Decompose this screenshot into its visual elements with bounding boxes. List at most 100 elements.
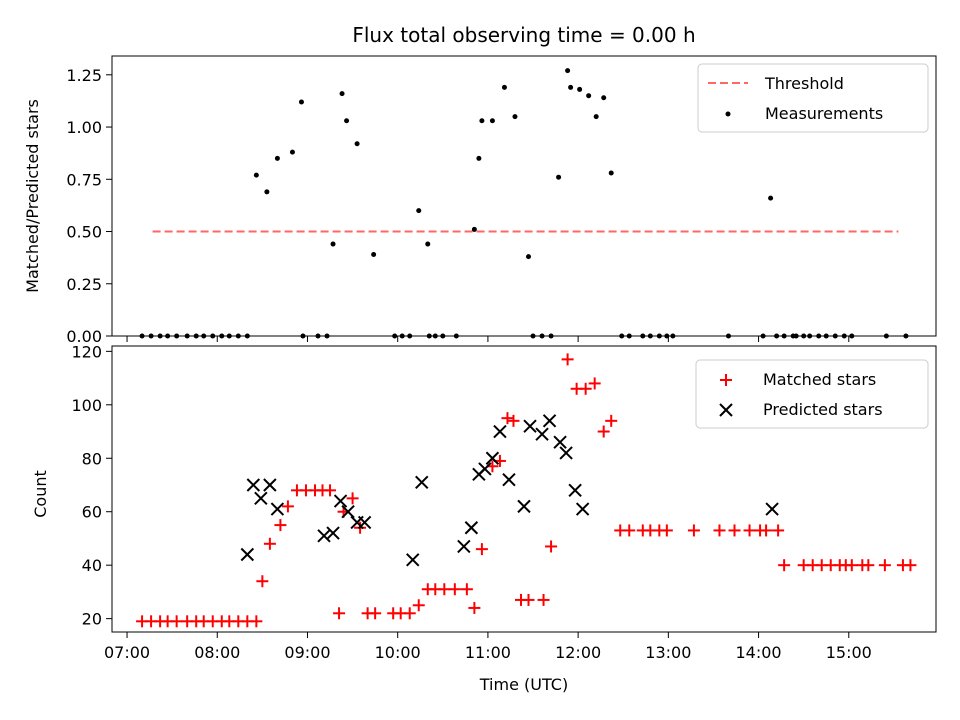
- predicted-star-point: [559, 446, 573, 460]
- legend-threshold-label: Threshold: [764, 74, 844, 93]
- legend-matched-label: Matched stars: [763, 370, 876, 389]
- measurement-point: [501, 84, 507, 90]
- top-y-tick-label: 0.00: [66, 327, 102, 346]
- predicted-star-point: [553, 435, 567, 449]
- measurement-point: [608, 170, 614, 176]
- bottom-x-tick-label: 12:00: [555, 643, 601, 662]
- predicted-star-point: [464, 521, 479, 535]
- bottom-legend: Matched stars Predicted stars: [695, 359, 929, 429]
- bottom-x-ticks: 07:00 08:00 09:00 10:00 11:00 12:00 13:00 14:00…: [104, 632, 872, 662]
- matched-star-point: [728, 524, 741, 537]
- matched-star-point: [760, 524, 773, 537]
- matched-star-point: [507, 414, 520, 427]
- top-legend-box: [697, 63, 929, 133]
- legend-predicted-marker: [719, 403, 733, 417]
- matched-star-point: [346, 492, 359, 505]
- matched-star-point: [333, 607, 346, 620]
- bottom-x-tick-label: 10:00: [375, 643, 421, 662]
- bottom-x-tick-label: 08:00: [194, 643, 240, 662]
- top-y-axis-label: Matched/Predicted stars: [23, 99, 42, 293]
- bottom-x-tick-label: 15:00: [826, 643, 872, 662]
- bottom-legend-box: [695, 359, 929, 429]
- matched-star-point: [772, 524, 785, 537]
- top-y-ticks: 0.00 0.25 0.50 0.75 1.00 1.25: [66, 66, 112, 346]
- measurement-point: [253, 172, 259, 178]
- matched-star-point: [501, 412, 514, 425]
- bottom-panel: 07:00 08:00 09:00 10:00 11:00 12:00 13:00 14:00…: [31, 342, 937, 694]
- matched-star-point: [778, 559, 791, 572]
- measurement-point: [471, 226, 477, 232]
- predicted-star-point: [457, 539, 471, 554]
- top-y-tick-label: 1.25: [66, 66, 102, 85]
- measurement-point: [274, 155, 280, 161]
- measurement-point: [425, 241, 431, 247]
- measurement-point: [512, 114, 518, 120]
- predicted-star-point: [406, 553, 420, 567]
- measurement-point: [586, 93, 592, 99]
- matched-star-point: [460, 583, 473, 596]
- matched-star-point: [660, 524, 673, 537]
- matched-star-point: [522, 593, 535, 606]
- top-y-tick-label: 0.75: [66, 170, 102, 189]
- predicted-star-point: [493, 424, 507, 439]
- predicted-star-point: [765, 502, 779, 516]
- top-panel: 0.00 0.25 0.50 0.75 1.00 1.25 Matched/Predict…: [23, 55, 937, 346]
- measurement-point: [476, 155, 482, 161]
- bottom-x-tick-label: 11:00: [465, 643, 511, 662]
- measurement-point: [416, 208, 422, 214]
- bottom-x-tick-label: 07:00: [104, 643, 150, 662]
- measurement-point: [568, 84, 574, 90]
- predicted-star-point: [575, 502, 590, 516]
- measurement-point: [577, 86, 583, 92]
- bottom-x-tick-label: 09:00: [284, 643, 330, 662]
- matched-star-point: [623, 524, 636, 537]
- top-marks: [139, 68, 909, 339]
- bottom-y-tick-label: 60: [82, 503, 102, 522]
- matched-star-point: [448, 583, 461, 596]
- matched-star-point: [588, 377, 601, 390]
- predicted-star-point: [485, 451, 500, 465]
- measurement-point: [298, 99, 304, 105]
- bottom-y-tick-label: 80: [82, 449, 102, 468]
- bottom-x-tick-label: 13:00: [645, 643, 691, 662]
- matched-star-point: [862, 559, 875, 572]
- matched-star-point: [475, 543, 488, 556]
- predicted-star-point: [326, 526, 340, 540]
- matched-star-point: [579, 382, 592, 395]
- legend-measurements-label: Measurements: [765, 104, 883, 123]
- matched-star-point: [561, 353, 574, 366]
- matched-star-point: [274, 519, 287, 532]
- legend-matched-marker: [720, 374, 732, 386]
- measurement-point: [371, 252, 377, 258]
- matched-star-point: [537, 593, 550, 606]
- measurement-point: [339, 91, 345, 97]
- chart-title: Flux total observing time = 0.00 h: [352, 23, 695, 47]
- bottom-y-tick-label: 120: [71, 342, 102, 361]
- measurement-point: [264, 189, 270, 195]
- measurement-point: [526, 254, 532, 260]
- legend-measurement-dot: [725, 111, 731, 117]
- predicted-star-point: [254, 491, 268, 506]
- measurement-point: [768, 195, 774, 201]
- measurement-point: [354, 141, 360, 147]
- predicted-star-point: [478, 462, 492, 476]
- measurement-point: [344, 118, 350, 124]
- predicted-star-point: [517, 499, 531, 514]
- matched-star-point: [468, 601, 481, 614]
- matched-star-point: [281, 500, 294, 513]
- predicted-star-point: [317, 529, 331, 543]
- measurement-point: [330, 241, 336, 247]
- bottom-axes-frame: [111, 345, 937, 633]
- predicted-star-point: [523, 419, 537, 433]
- matched-star-point: [605, 414, 618, 427]
- bottom-x-tick-label: 14:00: [736, 643, 782, 662]
- top-y-tick-label: 0.25: [66, 275, 102, 294]
- matched-star-point: [438, 583, 451, 596]
- matched-star-point: [250, 615, 263, 628]
- matched-star-point: [170, 615, 183, 628]
- top-x-ticks: [126, 336, 850, 342]
- matched-star-point: [878, 559, 891, 572]
- matched-star-point: [412, 599, 425, 612]
- measurement-point: [289, 149, 295, 155]
